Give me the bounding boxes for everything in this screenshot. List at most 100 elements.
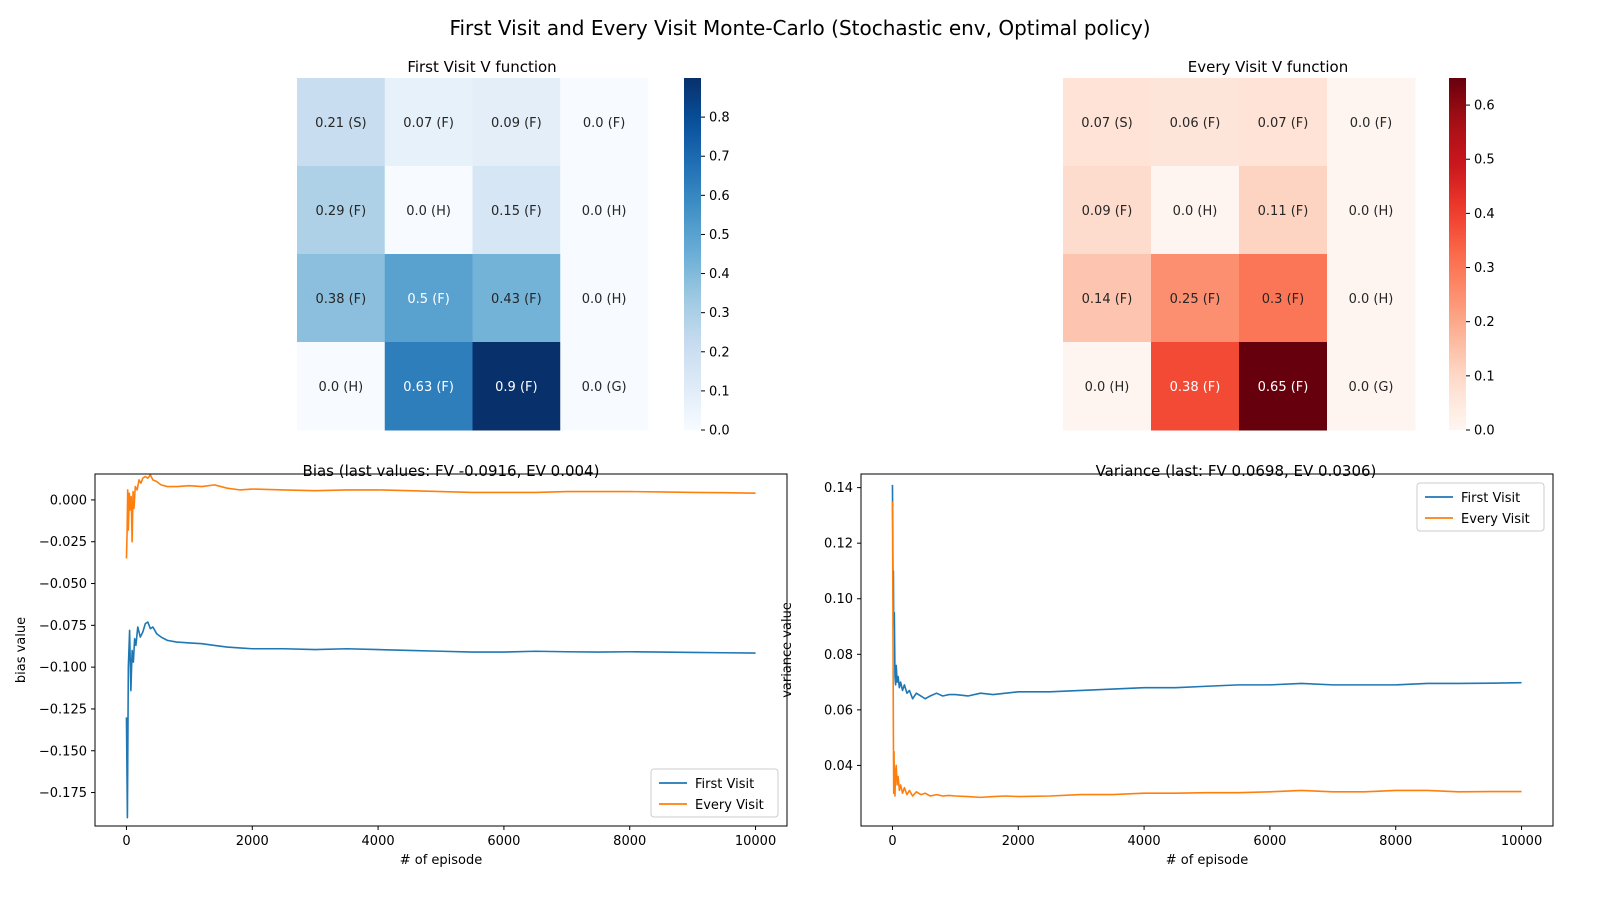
- y-tick-label: −0.050: [39, 577, 87, 592]
- heatmap-cell: [297, 166, 386, 255]
- colorbar-tick-label: 0.1: [709, 384, 730, 399]
- x-tick-label: 10000: [1501, 834, 1542, 849]
- heatmap-cell-label: 0.0 (H): [582, 204, 627, 219]
- colorbar-tick-label: 0.3: [709, 306, 730, 321]
- colorbar-tick-label: 0.0: [1474, 424, 1495, 439]
- x-tick-label: 0: [888, 834, 896, 849]
- heatmap-cell-label: 0.9 (F): [495, 380, 537, 395]
- colorbar-gradient: [1449, 78, 1466, 430]
- heatmap-cell-label: 0.0 (H): [1349, 204, 1394, 219]
- heatmap-cell-label: 0.5 (F): [407, 292, 449, 307]
- variance-chart: 0 2000 4000 6000 8000 10000 0.04 0.06 0.08 0.10 0.…: [780, 473, 1554, 868]
- colorbar-tick-label: 0.3: [1474, 261, 1495, 276]
- heatmap-cell: [384, 166, 473, 255]
- series-line-every-visit: [125, 474, 756, 559]
- bias-chart-title: Bias (last values: FV -0.0916, EV 0.004): [303, 462, 600, 480]
- x-tick-label: 8000: [613, 834, 646, 849]
- colorbar-tick-label: 0.5: [709, 228, 730, 243]
- legend-label: Every Visit: [1461, 512, 1530, 527]
- y-tick-label: 0.10: [824, 592, 853, 607]
- y-tick-label: −0.075: [39, 619, 87, 634]
- variance-chart-title: Variance (last: FV 0.0698, EV 0.0306): [1096, 462, 1377, 480]
- heatmap-cell-label: 0.14 (F): [1082, 292, 1133, 307]
- heatmap-cell: [1239, 166, 1328, 255]
- heatmap-cell: [1327, 254, 1416, 343]
- heatmap-cell: [472, 166, 561, 255]
- heatmap-cell: [297, 254, 386, 343]
- y-tick-label: 0.08: [824, 648, 853, 663]
- x-tick-label: 6000: [1253, 834, 1286, 849]
- heatmap-cell-label: 0.38 (F): [316, 292, 367, 307]
- heatmap-cell-label: 0.0 (H): [582, 292, 627, 307]
- x-tick-label: 10000: [735, 834, 776, 849]
- heatmap-cell-label: 0.3 (F): [1262, 292, 1304, 307]
- series-line-first-visit: [891, 484, 1522, 700]
- colorbar-tick-label: 0.1: [1474, 369, 1495, 384]
- y-tick-label: −0.175: [39, 786, 87, 801]
- heatmap-cell-label: 0.07 (S): [1081, 116, 1132, 131]
- heatmap-cell: [384, 342, 473, 431]
- heatmap-cell-label: 0.0 (H): [1173, 204, 1218, 219]
- y-tick-label: 0.12: [824, 537, 853, 552]
- heatmap-cell-label: 0.0 (F): [583, 116, 625, 131]
- heatmap-fv-title: First Visit V function: [407, 58, 556, 76]
- legend: First Visit Every Visit: [1416, 482, 1545, 532]
- heatmap-cell-label: 0.07 (F): [403, 116, 454, 131]
- x-tick-label: 0: [122, 834, 130, 849]
- heatmap-cell-label: 0.65 (F): [1258, 380, 1309, 395]
- y-tick-label: −0.025: [39, 535, 87, 550]
- legend-box: [1416, 482, 1545, 532]
- heatmap-cell: [560, 342, 649, 431]
- heatmap-cell-label: 0.63 (F): [403, 380, 454, 395]
- heatmap-cell: [1063, 78, 1152, 167]
- x-tick-label: 4000: [362, 834, 395, 849]
- colorbar-tick-label: 0.6: [709, 189, 730, 204]
- heatmap-cell-label: 0.25 (F): [1170, 292, 1221, 307]
- heatmap-cell: [472, 342, 561, 431]
- heatmap-cell: [1239, 254, 1328, 343]
- heatmap-cell: [472, 78, 561, 167]
- x-tick-label: 2000: [236, 834, 269, 849]
- colorbar-tick-label: 0.6: [1474, 99, 1495, 114]
- bias-chart: 0 2000 4000 6000 8000 10000 0.000 −0.025 −0.050 −…: [14, 473, 788, 868]
- colorbar-tick-label: 0.2: [709, 345, 730, 360]
- figure-title: First Visit and Every Visit Monte-Carlo …: [449, 16, 1150, 40]
- heatmap-cell-label: 0.0 (G): [1348, 380, 1393, 395]
- heatmap-cell: [1327, 78, 1416, 167]
- heatmap-cell-label: 0.06 (F): [1170, 116, 1221, 131]
- x-tick-label: 6000: [487, 834, 520, 849]
- x-axis-label: # of episode: [400, 853, 483, 868]
- heatmap-cell-label: 0.0 (H): [319, 380, 364, 395]
- y-tick-label: 0.14: [824, 481, 853, 496]
- heatmap-cell: [560, 166, 649, 255]
- heatmap-cell: [1151, 342, 1240, 431]
- heatmap-cell-label: 0.09 (F): [491, 116, 542, 131]
- colorbar-tick-label: 0.0: [709, 424, 730, 439]
- heatmap-cell-label: 0.09 (F): [1082, 204, 1133, 219]
- x-tick-label: 4000: [1128, 834, 1161, 849]
- series-line-first-visit: [125, 621, 756, 819]
- plot-frame: [860, 473, 1554, 827]
- heatmap-cell: [1063, 254, 1152, 343]
- legend-label: Every Visit: [695, 798, 764, 813]
- heatmap-cell: [1327, 342, 1416, 431]
- heatmap-cell: [560, 254, 649, 343]
- y-axis-label: variance value: [780, 602, 795, 698]
- legend-label: First Visit: [695, 777, 754, 792]
- heatmap-ev-title: Every Visit V function: [1188, 58, 1348, 76]
- heatmap-cell-label: 0.0 (H): [1085, 380, 1130, 395]
- heatmap-cell-label: 0.43 (F): [491, 292, 542, 307]
- heatmap-first-visit: 0.21 (S) 0.07 (F) 0.09 (F) 0.0 (F) 0.29 (F) 0…: [297, 78, 649, 431]
- colorbar-tick-label: 0.8: [709, 111, 730, 126]
- colorbar-tick-label: 0.7: [709, 150, 730, 165]
- heatmap-cell-label: 0.07 (F): [1258, 116, 1309, 131]
- colorbar-tick-label: 0.2: [1474, 315, 1495, 330]
- heatmap-cell: [297, 342, 386, 431]
- heatmap-cell: [1063, 166, 1152, 255]
- x-axis-label: # of episode: [1166, 853, 1249, 868]
- colorbar-tick-label: 0.4: [1474, 207, 1495, 222]
- heatmap-cell-label: 0.0 (H): [1349, 292, 1394, 307]
- legend: First Visit Every Visit: [650, 768, 779, 818]
- y-axis-label: bias value: [14, 617, 29, 683]
